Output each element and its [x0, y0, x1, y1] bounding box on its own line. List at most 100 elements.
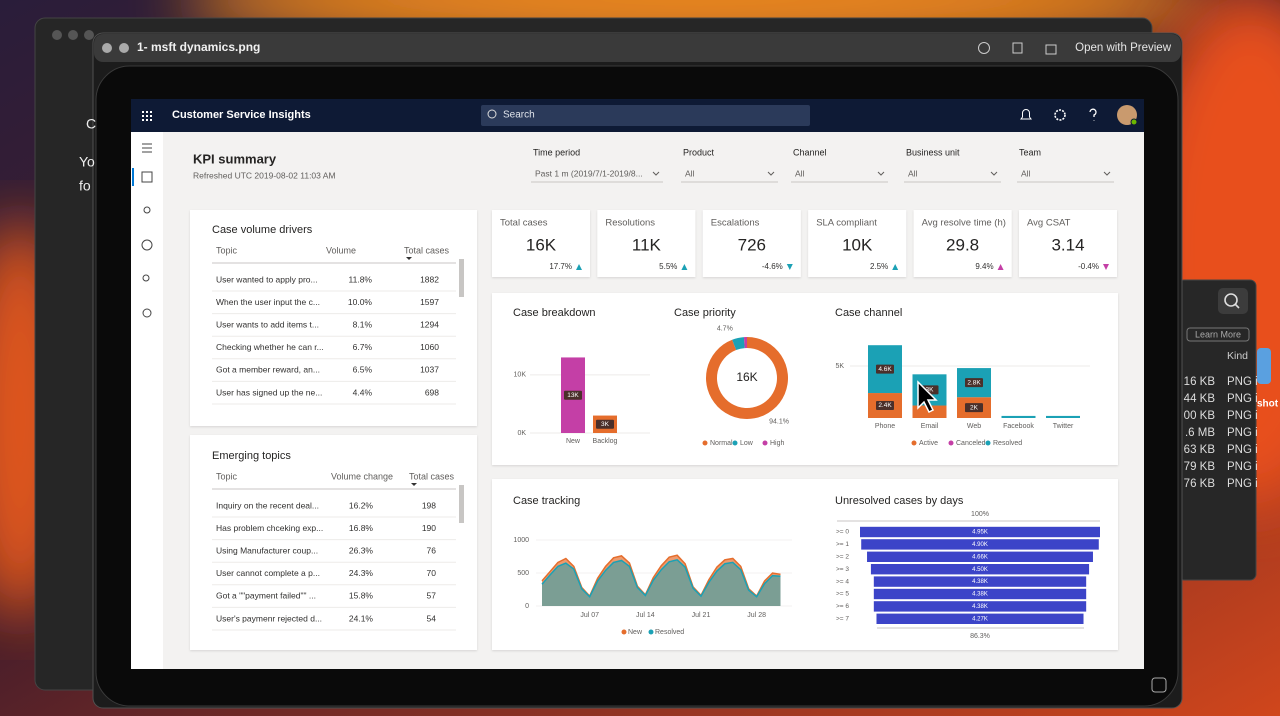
- data-label: 2K: [970, 404, 979, 411]
- legend-label: Canceled: [956, 440, 986, 447]
- card: [190, 210, 477, 426]
- app-launcher-dot[interactable]: [142, 111, 144, 113]
- refreshed-time: Refreshed UTC 2019-08-02 11:03 AM: [193, 170, 336, 180]
- app-launcher-dot[interactable]: [142, 119, 144, 121]
- filter-dropdown[interactable]: [904, 165, 1001, 182]
- data-label: 2.8K: [967, 379, 981, 386]
- scrollbar-thumb[interactable]: [459, 259, 464, 297]
- legend-marker: [911, 440, 917, 446]
- file-kind: PNG i: [1227, 376, 1258, 388]
- search-icon: [487, 109, 497, 119]
- settings-icon[interactable]: [1054, 109, 1066, 121]
- window-button[interactable]: [52, 30, 62, 40]
- app-launcher-dot[interactable]: [146, 111, 148, 113]
- nav-agents[interactable]: [142, 274, 150, 282]
- app-launcher-dot[interactable]: [146, 115, 148, 117]
- sort-arrow: [406, 257, 412, 260]
- table-cell: 1882: [420, 274, 439, 284]
- app-name: Customer Service Insights: [172, 109, 311, 121]
- scrollbar-thumb[interactable]: [459, 485, 464, 523]
- search-button[interactable]: [1218, 288, 1248, 314]
- funnel-bar: [860, 526, 1100, 538]
- funnel-bar: [861, 539, 1099, 550]
- app-launcher-dot[interactable]: [150, 119, 152, 121]
- markup-button[interactable]: [978, 42, 990, 54]
- filter-dropdown[interactable]: [791, 165, 888, 182]
- table-cell: 8.1%: [353, 319, 373, 329]
- window-button[interactable]: [84, 30, 94, 40]
- text-fragment: Yo: [79, 154, 95, 170]
- nav-icons[interactable]: [141, 143, 153, 318]
- kpi-tile[interactable]: [1019, 210, 1117, 277]
- nav-performance[interactable]: [141, 239, 153, 251]
- kpi-tile[interactable]: [492, 210, 590, 277]
- x-tick-label: Jul 28: [747, 612, 766, 619]
- kpi-trend-arrow: [681, 264, 688, 270]
- filter-dropdown[interactable]: [1017, 165, 1114, 182]
- kpi-label: Total cases: [500, 218, 548, 229]
- app-launcher-dot[interactable]: [142, 115, 144, 117]
- data-label: 3K: [926, 387, 935, 394]
- nav-menu[interactable]: [142, 143, 152, 153]
- file-kind: PNG i: [1227, 393, 1258, 405]
- x-tick-label: Jul 21: [692, 612, 711, 619]
- kpi-tile[interactable]: [808, 210, 907, 277]
- close-button[interactable]: [102, 43, 112, 53]
- text-fragment: fo: [79, 178, 91, 194]
- kpi-value: 10K: [842, 235, 873, 254]
- kpi-label: Avg resolve time (h): [922, 218, 1006, 229]
- search-box[interactable]: [481, 105, 810, 126]
- kpi-tile[interactable]: [913, 210, 1012, 277]
- notification-icon[interactable]: [1020, 109, 1032, 120]
- share-button[interactable]: [1045, 44, 1057, 55]
- window-button[interactable]: [68, 30, 78, 40]
- table-cell: 698: [425, 387, 439, 397]
- column-header: Total cases: [409, 471, 455, 481]
- sort-arrow: [411, 483, 417, 486]
- legend-marker: [762, 440, 768, 446]
- filter-label: Time period: [533, 147, 580, 157]
- dropdown-chevron: [877, 171, 885, 176]
- funnel-top-label: 100%: [971, 511, 989, 518]
- nav-topics[interactable]: [142, 308, 152, 318]
- category-label: >= 1: [836, 541, 849, 548]
- bar-segment: [1001, 415, 1036, 418]
- kpi-tile[interactable]: [597, 210, 696, 277]
- table-cell: User wants to add items t...: [216, 319, 319, 329]
- kpi-label: Resolutions: [605, 218, 655, 229]
- kpi-change: 2.5%: [870, 262, 888, 271]
- funnel-bar: [870, 564, 1090, 575]
- area: [542, 559, 781, 606]
- app-launcher-dot[interactable]: [150, 111, 152, 113]
- filter-dropdown[interactable]: [531, 165, 663, 182]
- kpi-label: SLA compliant: [816, 218, 877, 229]
- legend-label: Active: [919, 440, 938, 447]
- rotate-button[interactable]: [1012, 42, 1023, 54]
- learn-more-button[interactable]: [1186, 327, 1250, 342]
- data-label: 4.38K: [972, 604, 988, 610]
- kpi-value: 11K: [632, 235, 662, 254]
- nav-dashboard[interactable]: [141, 171, 153, 183]
- filter-dropdown[interactable]: [681, 165, 778, 182]
- screenshot-icon[interactable]: [1151, 677, 1167, 693]
- dropdown-chevron: [1103, 171, 1111, 176]
- minimize-button[interactable]: [119, 43, 129, 53]
- column-header: Volume: [326, 245, 356, 255]
- table-cell: User cannot complete a p...: [216, 568, 320, 578]
- nav-people[interactable]: [143, 206, 151, 214]
- presence-dot: [1130, 118, 1138, 126]
- open-button[interactable]: Open with Preview: [1075, 42, 1172, 54]
- table-cell: 54: [427, 613, 437, 623]
- funnel-bar: [873, 601, 1087, 612]
- file-size: 79 KB: [1184, 461, 1216, 473]
- kpi-tile[interactable]: [702, 210, 801, 277]
- file-kind: PNG i: [1227, 427, 1258, 439]
- kpi-change: 5.5%: [659, 262, 677, 271]
- app-launcher-dot[interactable]: [146, 119, 148, 121]
- x-tick-label: Jul 07: [580, 612, 599, 619]
- help-icon[interactable]: [1089, 108, 1097, 121]
- file-kind: PNG i: [1227, 461, 1258, 473]
- file-size: .6 MB: [1185, 427, 1215, 439]
- app-launcher-dot[interactable]: [150, 115, 152, 117]
